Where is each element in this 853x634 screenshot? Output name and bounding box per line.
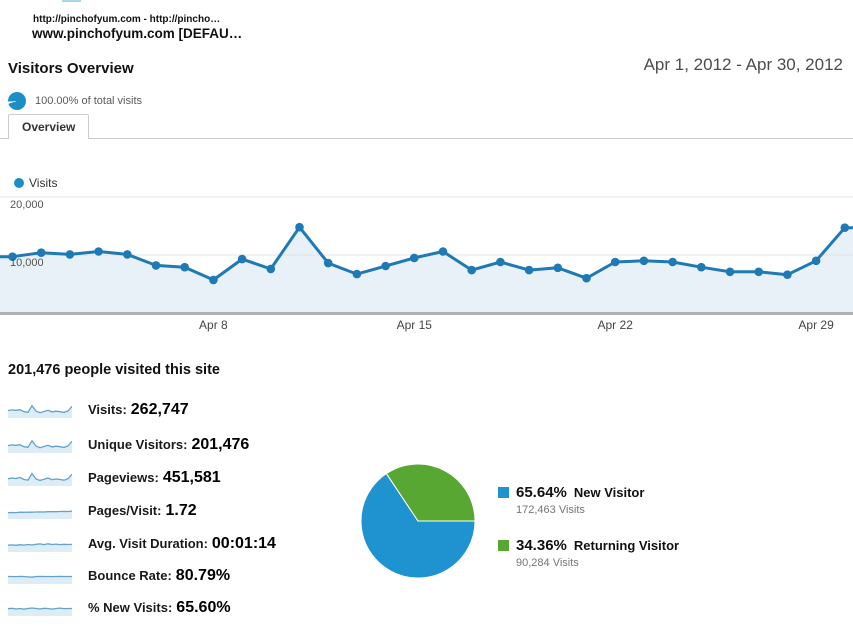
returning-visitor-pct: 34.36% [516,537,567,554]
metric-label: Avg. Visit Duration: [88,536,208,551]
pie-legend-returning-visitor[interactable]: 34.36% Returning Visitor 90,284 Visits [498,537,679,569]
x-axis-label: Apr 22 [597,318,633,332]
chart-legend[interactable]: Visits [14,176,57,190]
visitor-type-pie-chart[interactable] [358,461,478,581]
property-url-breadcrumb: http://pinchofyum.com - http://pincho… [33,14,221,25]
y-axis-label-20000: 20,000 [10,199,44,211]
metric-label: Pageviews: [88,470,159,485]
metric-label: Unique Visitors: [88,437,188,452]
returning-visitor-visits: 90,284 Visits [516,557,579,569]
date-range-selector[interactable]: Apr 1, 2012 - Apr 30, 2012 [643,55,843,74]
x-axis-label: Apr 29 [798,318,834,332]
visits-legend-dot-icon [14,178,24,188]
metric-label: Bounce Rate: [88,568,172,583]
metric-row-bounce-rate[interactable]: Bounce Rate: 80.79% [8,567,230,584]
tab-overview[interactable]: Overview [8,114,90,139]
metric-value: 1.72 [165,502,197,519]
segment-pie-icon [8,91,26,110]
x-axis-labels: Apr 8 Apr 15 Apr 22 Apr 29 [0,318,853,332]
pie-legend: 65.64% New Visitor 172,463 Visits 34.36%… [498,484,679,590]
visitors-headline: 201,476 people visited this site [8,362,220,378]
new-visitor-name: New Visitor [573,485,645,500]
metric-value: 80.79% [175,567,231,584]
metric-row-pageviews[interactable]: Pageviews: 451,581 [8,469,221,486]
returning-visitor-name: Returning Visitor [573,538,680,553]
clipped-header-fragment [62,0,81,2]
page-title: Visitors Overview [8,60,134,77]
metric-row-unique-visitors[interactable]: Unique Visitors: 201,476 [8,436,249,453]
tab-overview-label: Overview [22,120,76,134]
new-visitor-swatch-icon [498,487,509,498]
x-axis-label: Apr 15 [396,318,432,332]
metric-label: % New Visits: [88,600,173,615]
pageviews-sparkline [8,472,72,486]
visits-sparkline [8,404,72,418]
percent-new-visits-sparkline [8,607,72,616]
unique-visitors-sparkline [8,439,72,453]
visits-timeseries-chart[interactable] [0,155,853,316]
tab-divider [0,138,853,139]
metric-row-pages-per-visit[interactable]: Pages/Visit: 1.72 [8,502,197,519]
metric-value: 451,581 [162,469,221,486]
metric-value: 65.60% [176,599,231,616]
metric-row-percent-new-visits[interactable]: % New Visits: 65.60% [8,599,231,616]
returning-visitor-swatch-icon [498,540,509,551]
metric-row-visits[interactable]: Visits: 262,747 [8,401,189,418]
pie-legend-new-visitor[interactable]: 65.64% New Visitor 172,463 Visits [498,484,679,516]
segment-label: 100.00% of total visits [35,94,143,107]
avg-visit-duration-sparkline [8,543,72,552]
metric-row-avg-visit-duration[interactable]: Avg. Visit Duration: 00:01:14 [8,535,276,552]
x-axis-label: Apr 8 [199,318,228,332]
new-visitor-pct: 65.64% [516,484,567,501]
metric-value: 262,747 [130,401,189,418]
visits-legend-label: Visits [29,176,58,190]
segment-row: 100.00% of total visits [8,91,142,110]
metric-label: Visits: [88,402,127,417]
y-axis-label-10000: 10,000 [10,257,44,269]
pages-per-visit-sparkline [8,510,72,519]
metric-label: Pages/Visit: [88,503,162,518]
metric-value: 201,476 [191,436,250,453]
bounce-rate-sparkline [8,575,72,584]
metric-value: 00:01:14 [211,535,276,552]
new-visitor-visits: 172,463 Visits [516,504,585,516]
profile-selector[interactable]: www.pinchofyum.com [DEFAU… [32,26,243,41]
